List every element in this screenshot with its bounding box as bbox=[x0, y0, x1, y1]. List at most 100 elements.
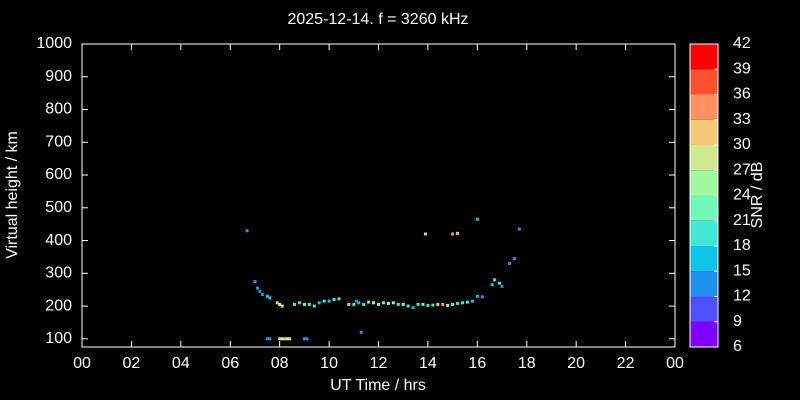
echo-point bbox=[260, 293, 264, 297]
echo-point bbox=[381, 301, 385, 305]
colorbar-band bbox=[690, 94, 718, 120]
colorbar-band bbox=[690, 145, 718, 171]
echo-point bbox=[312, 304, 316, 308]
x-tick-label: 06 bbox=[221, 355, 239, 372]
echo-point bbox=[386, 301, 390, 305]
y-axis-label: Virtual height / km bbox=[4, 131, 21, 259]
echo-point bbox=[441, 302, 445, 306]
colorbar-band bbox=[690, 69, 718, 95]
colorbar-tick-label: 39 bbox=[733, 60, 751, 77]
echo-point bbox=[436, 302, 440, 306]
colorbar-band bbox=[690, 321, 718, 347]
echo-point bbox=[283, 337, 287, 341]
echo-point bbox=[500, 284, 504, 288]
echo-point bbox=[367, 300, 371, 304]
echo-point bbox=[268, 296, 272, 300]
x-tick-label: 08 bbox=[271, 355, 289, 372]
echo-point bbox=[480, 295, 484, 299]
echo-point bbox=[280, 304, 284, 308]
y-tick-label: 300 bbox=[45, 265, 72, 282]
echo-point bbox=[347, 302, 351, 306]
colorbar-tick-label: 21 bbox=[733, 212, 751, 229]
echo-point bbox=[337, 297, 341, 301]
y-tick-label: 100 bbox=[45, 330, 72, 347]
echo-point bbox=[359, 330, 363, 334]
echo-point bbox=[411, 306, 415, 310]
colorbar-band bbox=[690, 119, 718, 145]
x-axis-label: UT Time / hrs bbox=[330, 377, 426, 394]
y-tick-label: 600 bbox=[45, 166, 72, 183]
echo-point bbox=[493, 278, 497, 282]
echo-point bbox=[406, 304, 410, 308]
echo-point bbox=[357, 301, 361, 305]
echo-point bbox=[465, 300, 469, 304]
echo-point bbox=[391, 301, 395, 305]
echo-point bbox=[332, 298, 336, 302]
y-tick-label: 500 bbox=[45, 199, 72, 216]
echo-point bbox=[377, 302, 380, 306]
x-tick-label: 12 bbox=[370, 355, 388, 372]
echo-point bbox=[302, 337, 306, 341]
colorbar-tick-label: 24 bbox=[733, 187, 751, 204]
colorbar-band bbox=[690, 170, 718, 196]
echo-point bbox=[297, 301, 301, 305]
colorbar-band bbox=[690, 195, 718, 221]
plot-frame bbox=[81, 43, 676, 348]
colorbar-label: SNR / dB bbox=[749, 162, 766, 229]
echo-point bbox=[451, 302, 455, 306]
echo-point bbox=[423, 232, 427, 236]
colorbar-tick-label: 9 bbox=[733, 313, 742, 330]
colorbar-band bbox=[690, 271, 718, 297]
echo-point bbox=[517, 227, 521, 231]
echo-point bbox=[265, 294, 269, 298]
echo-point bbox=[255, 286, 259, 290]
y-tick-label: 700 bbox=[45, 133, 72, 150]
colorbar-band bbox=[690, 220, 718, 246]
echo-point bbox=[431, 303, 435, 307]
x-tick-label: 22 bbox=[617, 355, 635, 372]
colorbar-tick-label: 15 bbox=[733, 262, 751, 279]
echo-point bbox=[245, 229, 249, 233]
echo-point bbox=[421, 302, 425, 306]
echo-point bbox=[475, 217, 479, 221]
echo-point bbox=[302, 302, 306, 306]
echo-point bbox=[307, 302, 311, 306]
colorbar-tick-label: 12 bbox=[733, 288, 751, 305]
y-tick-label: 1000 bbox=[36, 35, 72, 52]
echo-point bbox=[322, 299, 326, 303]
x-tick-label: 02 bbox=[123, 355, 141, 372]
colorbar-tick-label: 36 bbox=[733, 86, 751, 103]
echo-point bbox=[490, 283, 494, 287]
x-tick-label: 16 bbox=[468, 355, 486, 372]
echo-point bbox=[416, 302, 420, 306]
echo-point bbox=[288, 337, 292, 341]
y-tick-label: 200 bbox=[45, 297, 72, 314]
echo-point bbox=[396, 302, 400, 306]
echo-point bbox=[280, 337, 284, 341]
echo-point bbox=[292, 302, 296, 306]
echo-point bbox=[275, 301, 279, 305]
colorbar-band bbox=[690, 246, 718, 272]
echo-point bbox=[401, 302, 405, 306]
colorbar-tick-label: 27 bbox=[733, 161, 751, 178]
x-tick-label: 00 bbox=[73, 355, 91, 372]
y-tick-label: 800 bbox=[45, 101, 72, 118]
colorbar-tick-label: 18 bbox=[733, 237, 751, 254]
x-tick-label: 18 bbox=[518, 355, 536, 372]
echo-point bbox=[253, 279, 257, 283]
echo-point bbox=[451, 232, 455, 236]
x-tick-label: 14 bbox=[419, 355, 437, 372]
colorbar-band bbox=[690, 44, 718, 70]
echo-point bbox=[327, 299, 331, 303]
x-tick-label: 20 bbox=[567, 355, 585, 372]
echo-point bbox=[265, 337, 269, 341]
y-tick-label: 900 bbox=[45, 68, 72, 85]
echo-point bbox=[475, 294, 479, 298]
echo-point bbox=[317, 301, 321, 305]
echo-point bbox=[258, 289, 262, 293]
echo-point bbox=[426, 303, 430, 307]
colorbar-tick-label: 6 bbox=[733, 338, 742, 355]
echo-point bbox=[268, 337, 272, 341]
echo-point bbox=[498, 281, 502, 285]
